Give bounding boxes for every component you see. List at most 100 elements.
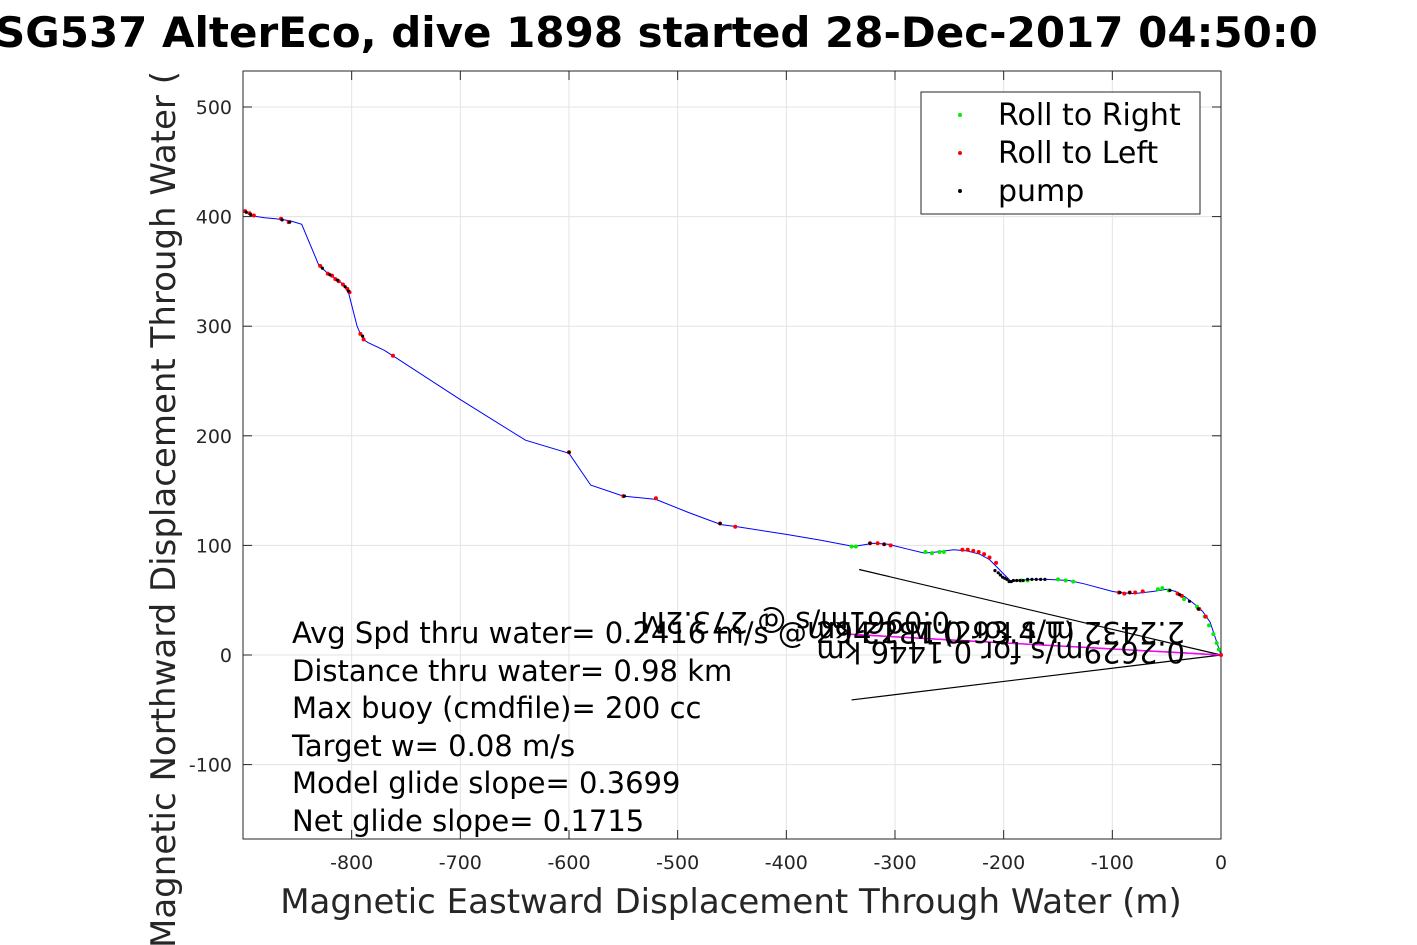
track-line [242,210,1222,656]
annotation-net-glide: Net glide slope= 0.1715 [292,804,644,838]
vector-label-2: 0.2629m/s for 0.1446 km [816,635,1185,669]
pump-marker [1043,577,1047,581]
pump-marker [288,220,292,224]
pump-marker [1030,577,1034,581]
annotation-distance: Distance thru water= 0.98 km [292,654,732,688]
y-tick-label: 400 [196,207,232,229]
pump-marker [1018,578,1022,583]
pump-marker [343,285,347,289]
legend-box [920,91,1201,215]
roll-right-marker [1071,579,1076,584]
roll-left-marker [965,547,970,552]
x-axis-label: Magnetic Eastward Displacement Through W… [280,882,1182,922]
x-tick-label: -400 [765,852,808,874]
roll-right-marker [1216,647,1221,652]
pump-marker [1034,577,1038,581]
y-tick-label: 300 [196,316,232,338]
vector-lines [848,568,1222,701]
roll-right-marker [853,544,858,549]
roll-right-marker [937,549,942,554]
y-tick-label: 500 [196,97,232,119]
legend-pump-label: pump [998,174,1084,209]
roll-left-marker [1133,590,1138,595]
legend-roll-right-marker [958,113,962,117]
pump-marker [1178,593,1182,597]
roll-left-marker [653,496,658,501]
vector-label-3: 0.0961m/s @ 273.2M [640,605,950,639]
roll-left-marker [971,548,976,553]
roll-right-marker [941,549,946,554]
roll-right-marker [1214,640,1219,645]
pump-marker [360,334,365,338]
annotation-model-glide: Model glide slope= 0.3699 [292,766,680,800]
track-series [242,210,1222,656]
x-tick-label: -300 [873,852,916,874]
pump-marker [346,289,351,293]
roll-right-marker [1182,597,1187,602]
legend-roll-left-marker [958,151,962,155]
roll-left-marker [875,541,880,546]
pump-marker [1039,577,1043,581]
roll-right-marker [929,551,934,556]
roll-left-marker [994,560,999,565]
pump-marker [993,569,997,573]
legend-roll-right-label: Roll to Right [998,98,1181,133]
y-tick-label: 100 [196,535,232,557]
roll-left-marker [976,549,981,554]
roll-left-marker [1140,589,1145,594]
pump-marker [280,218,284,222]
roll-right-marker [1207,623,1212,628]
roll-right-marker [1211,632,1216,637]
annotation-target-w: Target w= 0.08 m/s [291,729,575,763]
vector-line [859,568,1222,656]
pump-marker [1005,577,1009,581]
pump-marker [1021,578,1025,583]
roll-left-marker [340,282,345,287]
vector-line [851,654,1222,701]
y-tick-labels: -100 0 100 200 300 400 500 [189,97,232,777]
roll-left-marker [982,552,987,557]
roll-left-marker [888,543,893,548]
pump-marker [1025,577,1030,581]
pump-marker [335,278,340,282]
pump-marker [249,212,253,217]
avg-vector-line [848,633,1222,656]
pump-marker [882,542,886,546]
vector-labels: 2.2432 m/s for 0.1312 km 0.2629m/s for 0… [640,605,1185,669]
roll-left-marker [318,263,323,268]
roll-pump-markers [243,209,1223,657]
roll-left-marker [390,353,395,358]
axes-box [242,70,1222,840]
pump-marker [996,571,1000,575]
x-tick-label: -100 [1091,852,1134,874]
roll-right-marker [1063,578,1068,583]
pump-marker [567,450,571,454]
roll-left-marker [987,555,992,560]
pump-marker [1187,599,1192,603]
pump-marker [1011,578,1016,583]
x-tick-label: -500 [656,852,699,874]
legend-roll-left-label: Roll to Left [998,136,1158,171]
pump-marker [1196,607,1200,611]
x-tick-label: -600 [547,852,590,874]
roll-right-marker [1056,577,1060,582]
pump-marker [328,273,332,277]
roll-left-marker [1203,614,1208,619]
roll-right-marker [1155,587,1160,592]
x-tick-labels: -800 -700 -600 -500 -400 -300 -200 -100 0 [330,852,1227,874]
roll-right-marker [849,544,854,549]
roll-left-marker [1219,653,1223,657]
roll-right-marker [1160,586,1165,591]
annotation-block: Avg Spd thru water= 0.2416 m/s @ 294.2 M… [291,616,1075,838]
x-tick-label: -200 [982,852,1025,874]
pump-marker [1168,588,1172,592]
vector-label-1: 2.2432 m/s for 0.1312 km [807,615,1185,649]
legend-pump-marker [958,189,962,193]
x-tick-label: -700 [439,852,482,874]
roll-left-marker [1122,591,1127,596]
y-tick-label: 200 [196,426,232,448]
pump-marker [868,541,872,545]
pump-marker [244,210,248,214]
pump-marker [622,494,627,498]
